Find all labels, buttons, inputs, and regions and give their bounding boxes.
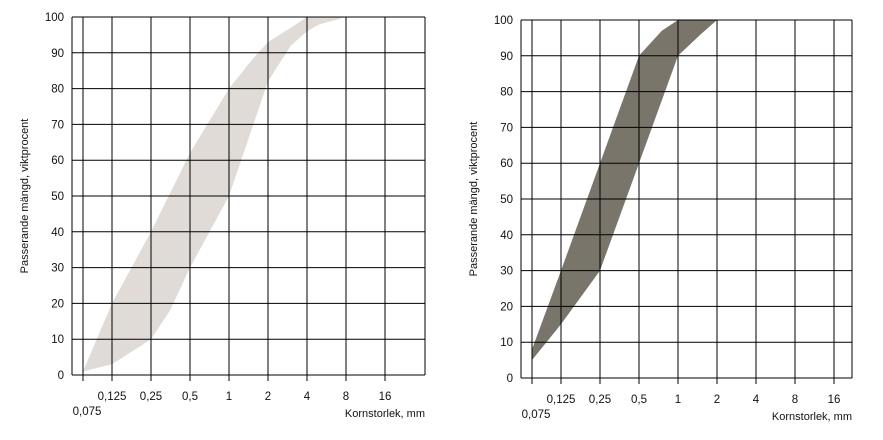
y-tick-label: 40 — [51, 227, 64, 239]
x-axis-title: Kornstorlek, mm — [772, 411, 852, 423]
y-axis-title: Passerande mängd, viktprocent — [19, 119, 31, 274]
x-tick-label: 16 — [828, 394, 841, 406]
grading-band — [532, 20, 717, 361]
x-tick-label: 0,125 — [547, 394, 576, 406]
y-axis-title: Passerande mängd, viktprocent — [468, 122, 480, 277]
x-tick-label: 0,5 — [182, 391, 198, 403]
x-tick-label: 0,25 — [140, 391, 162, 403]
y-tick-label: 50 — [500, 194, 513, 206]
y-tick-label: 50 — [51, 191, 64, 203]
x-tick-label: 4 — [304, 391, 311, 403]
x-tick-label: 2 — [714, 394, 720, 406]
y-tick-label: 10 — [500, 337, 513, 349]
grading-chart-light: 0 10 20 30 40 50 60 70 80 90 100 0,075 0,125 0,25 0,5 1… — [19, 12, 426, 420]
x-tick-label: 0,075 — [522, 409, 551, 421]
y-tick-label: 20 — [51, 298, 64, 310]
x-tick-label: 0,125 — [98, 391, 127, 403]
y-tick-label: 40 — [500, 230, 513, 242]
x-tick-label: 0,5 — [631, 394, 647, 406]
y-tick-label: 60 — [500, 158, 513, 170]
y-tick-label: 70 — [51, 119, 64, 131]
x-tick-label: 8 — [343, 391, 349, 403]
y-tick-label: 80 — [500, 87, 513, 99]
x-tick-label: 4 — [753, 394, 760, 406]
y-tick-label: 0 — [507, 373, 513, 385]
y-tick-label: 90 — [51, 48, 64, 60]
x-axis-title: Kornstorlek, mm — [345, 408, 425, 420]
x-tick-label: 1 — [226, 391, 232, 403]
grading-chart-dark: 0 10 20 30 40 50 60 70 80 90 100 0,075 0,125 0,25 0,5 1… — [468, 15, 853, 423]
y-tick-label: 100 — [45, 12, 64, 24]
x-tick-label: 1 — [675, 394, 681, 406]
y-tick-label: 10 — [51, 334, 64, 346]
y-tick-label: 100 — [494, 15, 513, 27]
x-tick-label: 8 — [792, 394, 798, 406]
x-tick-label: 0,25 — [589, 394, 611, 406]
x-tick-label: 2 — [265, 391, 271, 403]
grading-band — [83, 17, 346, 372]
y-tick-label: 30 — [51, 263, 64, 275]
y-tick-label: 30 — [500, 266, 513, 278]
y-tick-label: 60 — [51, 155, 64, 167]
x-tick-label: 0,075 — [73, 406, 102, 418]
y-tick-label: 80 — [51, 84, 64, 96]
y-tick-label: 20 — [500, 301, 513, 313]
y-tick-label: 0 — [58, 370, 64, 382]
y-tick-label: 90 — [500, 51, 513, 63]
x-tick-label: 16 — [379, 391, 392, 403]
y-tick-label: 70 — [500, 122, 513, 134]
